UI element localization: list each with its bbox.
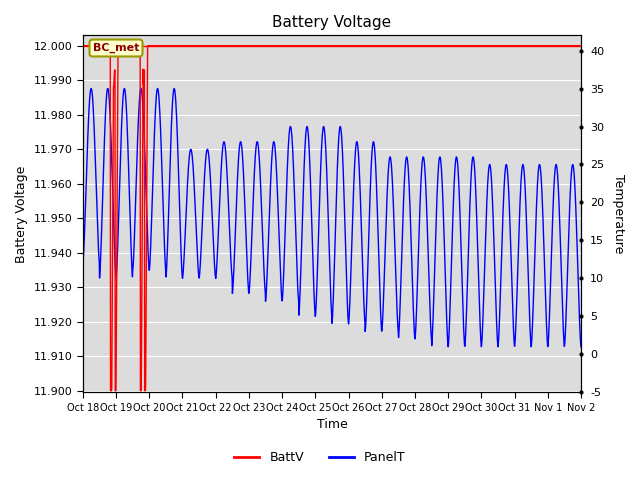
- Y-axis label: Battery Voltage: Battery Voltage: [15, 165, 28, 263]
- Title: Battery Voltage: Battery Voltage: [273, 15, 392, 30]
- Y-axis label: Temperature: Temperature: [612, 174, 625, 253]
- Legend: BattV, PanelT: BattV, PanelT: [229, 446, 411, 469]
- Text: BC_met: BC_met: [93, 43, 139, 53]
- X-axis label: Time: Time: [317, 419, 348, 432]
